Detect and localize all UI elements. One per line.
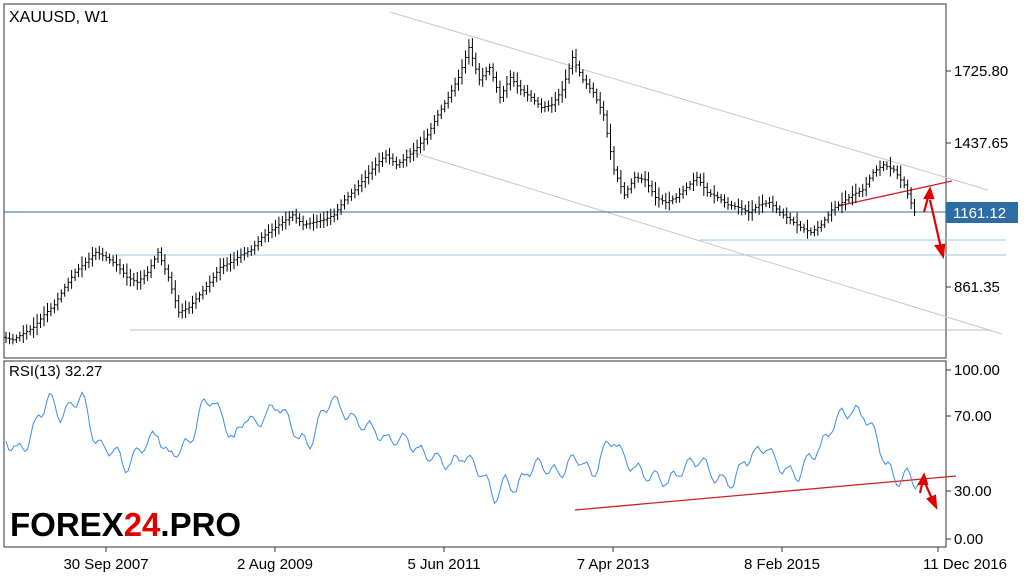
- x-tick-6: 11 Dec 2016: [923, 556, 1007, 573]
- x-tick-3: 5 Jun 2011: [407, 556, 480, 573]
- price-panel-frame: [3, 3, 947, 359]
- price-up-arrow: [922, 186, 935, 213]
- rsi-trend-line: [574, 475, 957, 511]
- price-axis: 1725.80 1437.65 861.35: [946, 63, 1008, 296]
- price-down-arrow: [928, 199, 946, 260]
- rsi-panel-title: RSI(13) 32.27: [9, 363, 102, 380]
- price-trend-line: [837, 180, 953, 207]
- brand-prefix: FOREX: [10, 506, 124, 543]
- rsi-down-arrow: [923, 482, 938, 510]
- rsi-tick-30: 30.00: [954, 483, 992, 500]
- x-tick-1: 30 Sep 2007: [63, 556, 148, 573]
- price-panel-title: XAUUSD, W1: [9, 9, 109, 26]
- arrows: [917, 186, 946, 510]
- rsi-axis: 100.00 70.00 30.00 0.00: [946, 362, 1000, 548]
- price-tick-3: 861.35: [954, 279, 1000, 296]
- brand-logo: FOREX24.PRO: [10, 506, 241, 543]
- brand-number: 24: [124, 506, 161, 543]
- rsi-tick-100: 100.00: [954, 362, 1000, 379]
- channel-lower-line: [404, 149, 1003, 335]
- x-tick-2: 2 Aug 2009: [237, 556, 313, 573]
- rsi-tick-0: 0.00: [954, 531, 983, 548]
- rsi-tick-70: 70.00: [954, 408, 992, 425]
- current-price-label: 1161.12: [953, 205, 1006, 222]
- brand-suffix: .PRO: [160, 506, 241, 543]
- x-tick-5: 8 Feb 2015: [744, 556, 820, 573]
- price-series: [4, 38, 916, 345]
- channel-lines: [389, 11, 1003, 335]
- svg-text:FOREX24.PRO: FOREX24.PRO: [10, 506, 241, 543]
- channel-upper-line: [389, 11, 989, 191]
- rsi-line: [5, 391, 919, 505]
- rsi-panel-frame: [3, 360, 947, 548]
- current-price-badge: 1161.12: [946, 202, 1018, 223]
- x-axis: 30 Sep 2007 2 Aug 2009 5 Jun 2011 7 Apr …: [63, 547, 1007, 573]
- rsi-up-arrow: [917, 472, 929, 494]
- price-tick-2: 1437.65: [954, 135, 1008, 152]
- price-tick-1: 1725.80: [954, 63, 1008, 80]
- x-tick-4: 7 Apr 2013: [577, 556, 650, 573]
- support-lines: [112, 239, 1006, 331]
